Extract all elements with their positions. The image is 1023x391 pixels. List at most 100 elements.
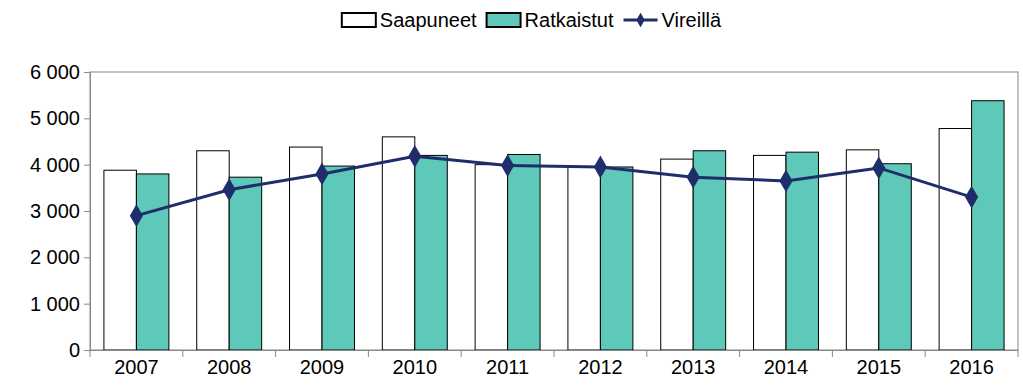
separator	[90, 350, 91, 357]
plot: 01 0002 0003 0004 0005 0006 000200720082…	[30, 61, 1019, 378]
bar	[382, 137, 414, 350]
tick-label: 2013	[671, 356, 716, 378]
tick: 2011	[486, 350, 529, 378]
markers	[130, 145, 978, 227]
legend-label: Vireillä	[662, 9, 723, 31]
bar	[879, 164, 911, 350]
tick-mark	[84, 211, 90, 212]
tick: 1 000	[30, 293, 90, 315]
plot-frame	[90, 72, 1018, 350]
marks	[104, 101, 1004, 350]
marker	[501, 154, 514, 177]
tick: 2 000	[30, 246, 90, 268]
bar	[415, 155, 447, 350]
bar	[972, 101, 1004, 350]
tick: 2010	[393, 350, 438, 378]
tick: 2016	[949, 350, 994, 378]
bar	[846, 150, 878, 350]
legend-swatch	[342, 13, 376, 27]
tick: 2008	[207, 350, 252, 378]
tick: 3 000	[30, 200, 90, 222]
legend-item: Saapuneet	[342, 9, 477, 31]
line	[136, 156, 971, 215]
marker	[408, 145, 421, 168]
tick-label: 2007	[114, 356, 158, 378]
separator	[1018, 350, 1019, 357]
tick-label: 2 000	[30, 246, 80, 268]
bar	[197, 151, 229, 350]
tick: 4 000	[30, 154, 90, 176]
tick: 2015	[857, 350, 902, 378]
legend-label: Saapuneet	[380, 9, 477, 31]
tick-label: 2011	[486, 356, 529, 378]
bar	[754, 155, 786, 350]
bar	[104, 170, 136, 350]
separator	[646, 350, 647, 357]
legend-item: Vireillä	[624, 9, 723, 31]
marker	[965, 186, 978, 209]
legend-marker	[636, 13, 644, 27]
tick-label: 2014	[764, 356, 809, 378]
tick: 2012	[578, 350, 623, 378]
tick-label: 2010	[393, 356, 438, 378]
bar	[568, 167, 600, 350]
legend: Saapuneet Ratkaistut Vireillä	[342, 9, 722, 31]
separator	[554, 350, 555, 357]
tick-label: 1 000	[30, 293, 80, 315]
tick: 2009	[300, 350, 345, 378]
x-axis: 2007 2008 2009 2010 2011 2012 2013 2014 2015 2016	[91, 350, 1019, 378]
legend-item: Ratkaistut	[487, 9, 614, 31]
bar-series	[136, 101, 1004, 350]
tick: 0	[69, 339, 90, 361]
tick-mark	[84, 118, 90, 119]
y-axis: 0 1 000 2 000 3 000 4 000 5 000 6 000	[30, 61, 91, 361]
separator	[739, 350, 740, 357]
tick-label: 5 000	[30, 107, 80, 129]
marker	[315, 163, 328, 186]
tick-label: 3 000	[30, 200, 80, 222]
bar	[693, 151, 725, 350]
separators	[90, 350, 1018, 357]
legend-swatch	[487, 13, 521, 27]
bar	[939, 129, 971, 350]
tick-mark	[84, 72, 90, 73]
tick-label: 2015	[857, 356, 902, 378]
tick-mark	[84, 257, 90, 258]
tick: 5 000	[30, 107, 90, 129]
tick-label: 2009	[300, 356, 345, 378]
marker	[779, 169, 792, 192]
separator	[275, 350, 276, 357]
marker	[687, 166, 700, 189]
tick-label: 2016	[949, 356, 994, 378]
bar	[322, 166, 354, 350]
tick: 2013	[671, 350, 716, 378]
tick: 2014	[764, 350, 809, 378]
tick: 2007	[114, 350, 158, 378]
legend-label: Ratkaistut	[525, 9, 614, 31]
bar	[229, 177, 261, 350]
marker	[872, 157, 885, 180]
bar	[475, 165, 507, 350]
separator	[832, 350, 833, 357]
tick-mark	[84, 304, 90, 305]
separator	[925, 350, 926, 357]
tick-label: 4 000	[30, 154, 80, 176]
separator	[368, 350, 369, 357]
bar	[136, 174, 168, 350]
marker	[130, 204, 143, 227]
marker	[594, 156, 607, 179]
bar-series	[104, 129, 972, 350]
tick: 6 000	[30, 61, 90, 83]
tick-mark	[84, 350, 90, 351]
separator	[182, 350, 183, 357]
bar	[508, 154, 540, 350]
tick-mark	[84, 165, 90, 166]
separator	[461, 350, 462, 357]
bar	[661, 159, 693, 350]
tick-label: 2012	[578, 356, 623, 378]
bar	[600, 167, 632, 350]
tick-label: 6 000	[30, 61, 80, 83]
tick-label: 2008	[207, 356, 252, 378]
marker	[223, 178, 236, 201]
axis-line	[84, 73, 91, 351]
